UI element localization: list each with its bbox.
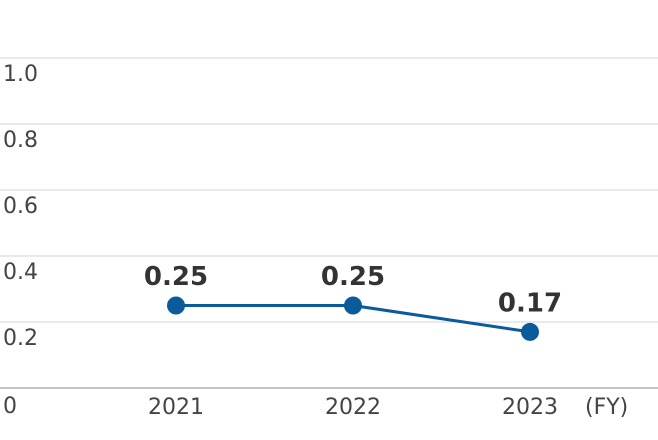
- x-tick-label: 2021: [148, 395, 204, 420]
- y-tick-label: 0.8: [3, 128, 38, 153]
- point: [344, 296, 362, 315]
- y-tick-label: 0: [3, 394, 17, 419]
- x-axis-label: (FY): [585, 395, 628, 420]
- y-tick-label: 0.4: [3, 260, 38, 285]
- value-label: 0.25: [144, 262, 208, 292]
- point: [521, 322, 539, 341]
- y-tick-label: 0.2: [3, 326, 38, 351]
- point: [167, 296, 185, 315]
- value-label: 0.25: [321, 262, 385, 292]
- y-tick-label: 0.6: [3, 194, 38, 219]
- x-tick-label: 2023: [502, 395, 558, 420]
- x-tick-label: 2022: [325, 395, 381, 420]
- y-tick-label: 1.0: [3, 62, 38, 87]
- value-label: 0.17: [498, 288, 562, 318]
